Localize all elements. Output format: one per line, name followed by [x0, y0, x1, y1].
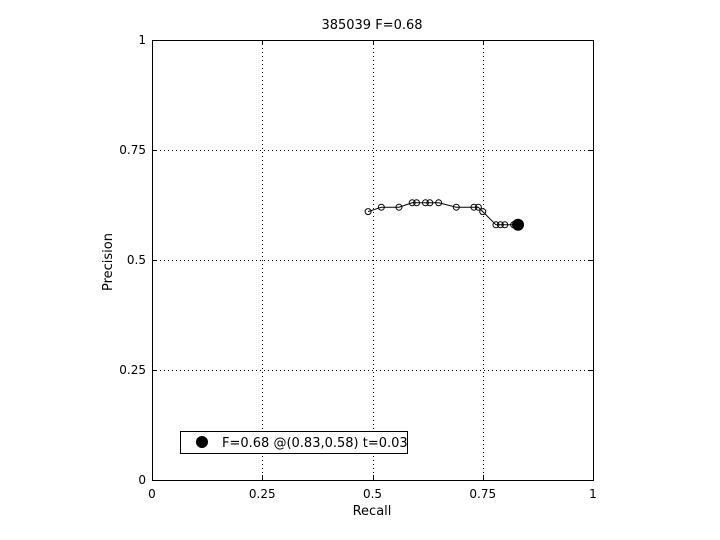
- data-point: [395, 203, 403, 211]
- data-point: [496, 221, 504, 229]
- x-tick-label: 1: [589, 487, 597, 501]
- data-point: [474, 203, 482, 211]
- data-point: [501, 221, 509, 229]
- x-tick-label: 0.75: [469, 487, 496, 501]
- data-point: [452, 203, 460, 211]
- data-point: [479, 208, 487, 216]
- x-tick-label: 0.5: [363, 487, 382, 501]
- data-point: [492, 221, 500, 229]
- y-axis-label: Precision: [101, 233, 116, 291]
- legend: F=0.68 @(0.83,0.58) t=0.03: [180, 431, 408, 454]
- x-tick-label: 0: [148, 487, 156, 501]
- data-point: [421, 199, 429, 207]
- y-tick-label: 0.75: [119, 143, 146, 157]
- data-point: [413, 199, 421, 207]
- best-f-point: [512, 218, 525, 231]
- data-point: [470, 203, 478, 211]
- y-tick-label: 0.5: [127, 253, 146, 267]
- x-tick-label: 0.25: [249, 487, 276, 501]
- grid: [152, 40, 593, 480]
- axis-ticks: 0 0.25 0.5 0.75 1 0 0.25 0.5 0.75 1: [119, 33, 597, 501]
- y-tick-label: 0: [138, 473, 146, 487]
- data-point: [435, 199, 443, 207]
- legend-marker: [196, 436, 208, 448]
- y-tick-label: 1: [138, 33, 146, 47]
- x-axis-label: Recall: [353, 504, 392, 519]
- y-tick-label: 0.25: [119, 363, 146, 377]
- data-point: [377, 203, 385, 211]
- data-point: [408, 199, 416, 207]
- data-point: [364, 208, 372, 216]
- legend-box: [180, 431, 408, 454]
- data-point: [426, 199, 434, 207]
- chart-title: 385039 F=0.68: [321, 18, 422, 33]
- series: [364, 199, 525, 231]
- legend-label: F=0.68 @(0.83,0.58) t=0.03: [222, 436, 408, 451]
